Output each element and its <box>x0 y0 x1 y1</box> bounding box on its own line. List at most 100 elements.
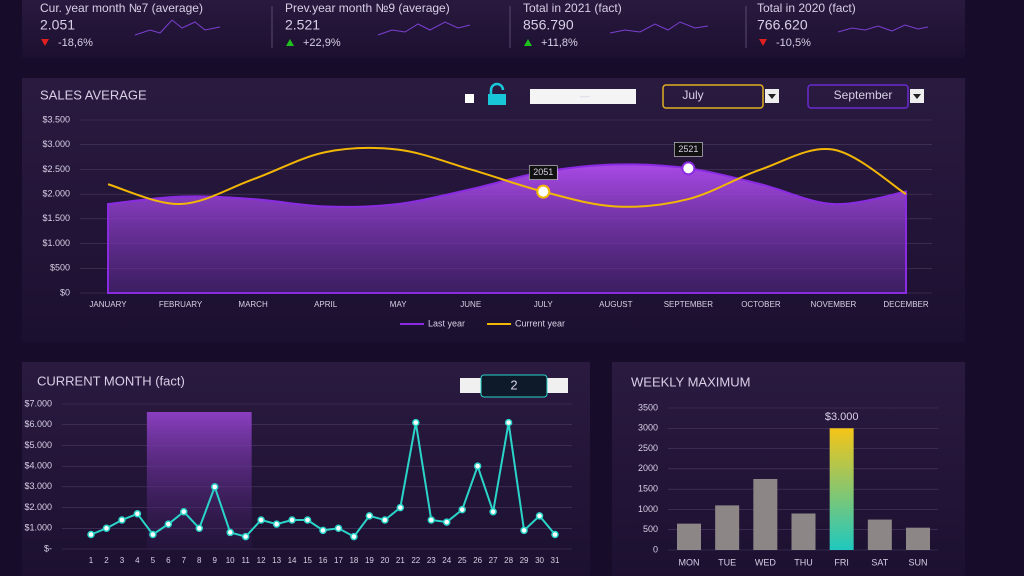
y-tick-label: $4.000 <box>24 461 52 471</box>
point <box>195 524 204 533</box>
x-tick-label: NOVEMBER <box>811 300 857 309</box>
x-tick-label: OCTOBER <box>741 300 781 309</box>
dropdown[interactable] <box>662 84 764 109</box>
x-tick-label: 30 <box>535 556 544 565</box>
x-tick-label: 11 <box>242 556 251 565</box>
panel-title: SALES AVERAGE <box>40 87 147 102</box>
kpi-change: -10,5% <box>776 37 811 49</box>
y-tick-label: $5.000 <box>24 440 52 450</box>
x-tick-label: 24 <box>442 556 451 565</box>
kpi-value: 2.051 <box>40 17 75 33</box>
bar <box>677 523 701 550</box>
point <box>241 532 250 541</box>
x-tick-label: 4 <box>135 556 140 565</box>
x-tick-label: 17 <box>334 556 343 565</box>
dropdown[interactable] <box>807 84 909 109</box>
x-tick-label: SUN <box>908 557 927 567</box>
point <box>350 532 358 541</box>
point <box>551 530 559 539</box>
y-tick-label: $- <box>44 543 52 553</box>
kpi-value: 2.521 <box>285 17 320 33</box>
x-tick-label: 26 <box>473 556 482 565</box>
up-arrow <box>524 39 532 46</box>
x-tick-label: 1 <box>89 556 94 565</box>
x-tick-label: MAY <box>390 300 407 309</box>
x-tick-label: 3 <box>120 556 125 565</box>
point <box>365 512 374 520</box>
checkbox[interactable] <box>465 94 474 103</box>
bar <box>829 428 854 550</box>
kpi-4: Total in 2020 (fact) 766.620 -10,5% <box>757 1 929 49</box>
y-tick-label: 500 <box>643 524 658 534</box>
input-box[interactable] <box>530 89 636 104</box>
highlight-point <box>536 184 551 199</box>
point <box>520 526 528 535</box>
x-tick-label: THU <box>794 557 813 567</box>
kpi-change: +11,8% <box>541 37 578 49</box>
x-tick-label: AUGUST <box>599 300 632 309</box>
point <box>164 520 173 528</box>
input-text: — <box>580 92 590 103</box>
point <box>149 530 157 539</box>
kpi-2: Prev.year month №9 (average) 2.521 +22,9… <box>285 1 471 49</box>
point <box>381 516 389 524</box>
kpi-panel <box>22 0 965 58</box>
y-tick-label: $3.000 <box>42 139 70 149</box>
legend-label: Current year <box>515 318 565 328</box>
y-tick-label: 2000 <box>638 463 658 473</box>
x-tick-label: 14 <box>288 556 297 565</box>
x-tick-label: SEPTEMBER <box>664 300 714 309</box>
y-tick-label: $0 <box>60 287 70 297</box>
kpi-change: +22,9% <box>303 37 341 49</box>
point <box>303 516 312 524</box>
label-box <box>528 165 558 180</box>
y-tick-label: $2.500 <box>42 164 70 174</box>
sparkline <box>377 21 471 36</box>
kpi-value: 766.620 <box>757 17 808 33</box>
x-tick-label: MARCH <box>238 300 268 309</box>
point <box>489 507 497 516</box>
x-tick-label: 23 <box>427 556 436 565</box>
x-tick-label: MON <box>679 557 700 567</box>
x-tick-label: 18 <box>349 556 358 565</box>
point <box>180 507 188 516</box>
x-tick-label: APRIL <box>314 300 338 309</box>
spinner-value-box <box>480 374 548 398</box>
x-tick-label: 16 <box>319 556 328 565</box>
x-tick-label: 13 <box>272 556 281 565</box>
y-tick-label: $2.000 <box>42 189 70 199</box>
x-tick-label: 27 <box>489 556 498 565</box>
point <box>319 526 327 535</box>
sparkline <box>837 24 929 33</box>
y-tick-label: $7.000 <box>24 398 52 408</box>
lock-icon <box>488 82 506 105</box>
legend-label: Last year <box>428 318 465 328</box>
kpi-change: -18,6% <box>58 37 93 49</box>
x-tick-label: 12 <box>257 556 266 565</box>
point <box>133 510 142 518</box>
sparkline <box>134 19 221 36</box>
point <box>272 520 281 528</box>
y-tick-label: $6.000 <box>24 419 52 429</box>
point <box>87 530 95 539</box>
kpi-title: Cur. year month №7 (average) <box>40 1 203 15</box>
bar <box>867 519 892 550</box>
kpi-3: Total in 2021 (fact) 856.790 +11,8% <box>523 1 709 49</box>
label-box <box>674 142 703 157</box>
y-tick-label: 1000 <box>638 504 658 514</box>
kpi-value: 856.790 <box>523 17 574 33</box>
x-tick-label: 9 <box>213 556 218 565</box>
x-tick-label: 22 <box>411 556 420 565</box>
kpi-title: Total in 2020 (fact) <box>757 1 856 15</box>
x-tick-label: 6 <box>166 556 171 565</box>
point <box>427 516 436 524</box>
line <box>107 146 907 208</box>
point <box>458 505 466 514</box>
y-tick-label: $1.000 <box>24 523 52 533</box>
caret <box>768 94 776 99</box>
y-tick-label: $3.000 <box>24 481 52 491</box>
x-tick-label: 19 <box>365 556 374 565</box>
up-arrow <box>286 39 294 46</box>
x-tick-label: 20 <box>380 556 389 565</box>
